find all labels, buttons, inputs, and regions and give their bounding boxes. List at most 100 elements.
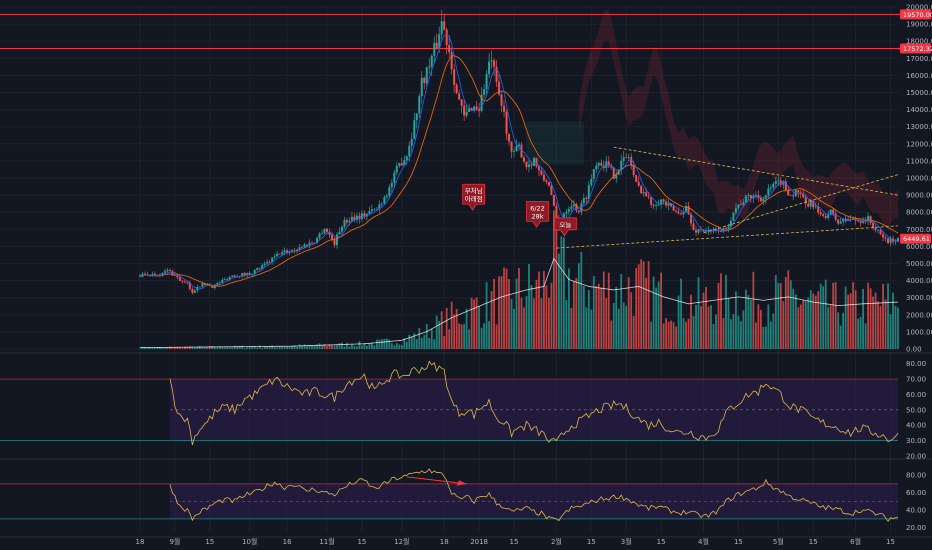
candle-body — [455, 84, 458, 94]
volume-bar — [687, 318, 690, 349]
candle-body — [734, 208, 737, 213]
candle-body — [488, 61, 491, 75]
volume-bar — [867, 282, 869, 349]
volume-bar — [792, 288, 795, 349]
candle-body — [268, 262, 271, 263]
volume-bar — [725, 275, 727, 349]
volume-bar — [420, 337, 423, 349]
candle-body — [587, 185, 590, 199]
candle-body — [550, 185, 553, 196]
volume-bar — [615, 286, 618, 349]
time-tick-label: 15 — [357, 538, 366, 546]
volume-bar — [799, 304, 802, 349]
candle-body — [370, 209, 373, 212]
volume-bar — [248, 346, 251, 349]
candle-body — [368, 211, 371, 214]
resistance-trendline — [613, 146, 899, 196]
volume-bar — [385, 338, 388, 349]
candle-body — [585, 197, 588, 199]
volume-bar — [383, 338, 386, 349]
volume-bar — [331, 345, 333, 349]
volume-bar — [767, 304, 770, 349]
candle-body — [837, 219, 840, 224]
volume-bar — [600, 287, 603, 349]
candle-body — [685, 205, 688, 213]
volume-bar — [525, 296, 528, 349]
volume-bar — [238, 346, 241, 349]
candle-body — [772, 183, 775, 188]
volume-bar — [341, 342, 343, 349]
volume-bar — [642, 261, 645, 349]
volume-bar — [660, 272, 663, 349]
volume-bar — [281, 346, 284, 349]
volume-bar — [717, 282, 720, 349]
volume-bar — [193, 347, 196, 349]
volume-bar — [251, 346, 254, 349]
candle-body — [662, 199, 665, 202]
volume-bar — [241, 345, 244, 349]
candle-body — [764, 195, 767, 199]
candle-body — [340, 226, 343, 232]
volume-bar — [485, 281, 488, 349]
candle-body — [597, 162, 600, 166]
candle-body — [258, 268, 261, 269]
volume-bar — [710, 305, 712, 349]
candle-body — [335, 234, 338, 245]
volume-bar — [448, 329, 451, 349]
volume-bar — [735, 291, 737, 349]
candle-body — [493, 60, 496, 67]
volume-bar — [577, 263, 580, 349]
candle-body — [612, 167, 615, 179]
volume-bar — [318, 343, 321, 349]
candle-body — [246, 272, 249, 275]
volume-bar — [398, 344, 401, 349]
time-tick-label: 15 — [205, 538, 214, 546]
volume-bar — [303, 344, 306, 349]
volume-bar — [261, 347, 264, 349]
volume-bar — [814, 295, 817, 349]
volume-bar — [410, 336, 413, 349]
candle-body — [520, 144, 523, 158]
time-tick-label: 15 — [587, 538, 596, 546]
volume-bar — [680, 278, 682, 349]
volume-bar — [722, 318, 725, 349]
volume-bar — [480, 327, 483, 349]
volume-bar — [700, 306, 702, 349]
volume-bar — [889, 314, 892, 349]
candle-body — [483, 89, 486, 95]
candle-body — [887, 238, 890, 243]
candle-body — [747, 195, 750, 196]
candle-body — [321, 233, 324, 235]
volume-bar — [286, 346, 289, 349]
time-axis[interactable]: 18 9월 15 10월 16 11월 15 12월 18 2018 15 2월 15 3월 15 4월 15 5… — [136, 537, 895, 546]
volume-bar — [607, 272, 610, 349]
volume-bar — [595, 286, 598, 349]
volume-bar — [146, 348, 149, 349]
volume-bar — [562, 237, 565, 349]
rsi-tick-label: 70.00 — [906, 376, 926, 384]
volume-bar — [518, 268, 520, 349]
candle-body — [286, 250, 289, 253]
volume-bar — [879, 305, 882, 349]
volume-bar — [757, 304, 760, 349]
candle-body — [714, 229, 717, 231]
candle-body — [779, 180, 782, 185]
volume-bar — [632, 316, 635, 349]
candle-body — [862, 221, 865, 223]
volume-bar — [176, 346, 179, 349]
price-tick-label: 15000.00 — [906, 89, 932, 97]
volume-bar — [198, 346, 201, 349]
divergence-arrow-head — [456, 480, 467, 486]
volume-bar — [520, 297, 523, 349]
candle-body — [804, 197, 807, 204]
volume-bar — [602, 271, 605, 349]
candle-body — [572, 204, 575, 207]
volume-bar — [777, 282, 780, 349]
candle-body — [645, 192, 648, 197]
volume-bar — [316, 344, 318, 349]
volume-bar — [787, 270, 790, 349]
price-axis[interactable]: 20000.00 19000.00 18000.00 17000.00 16000.00… — [900, 4, 932, 533]
candle-body — [797, 190, 800, 193]
volume-bar — [301, 345, 303, 349]
